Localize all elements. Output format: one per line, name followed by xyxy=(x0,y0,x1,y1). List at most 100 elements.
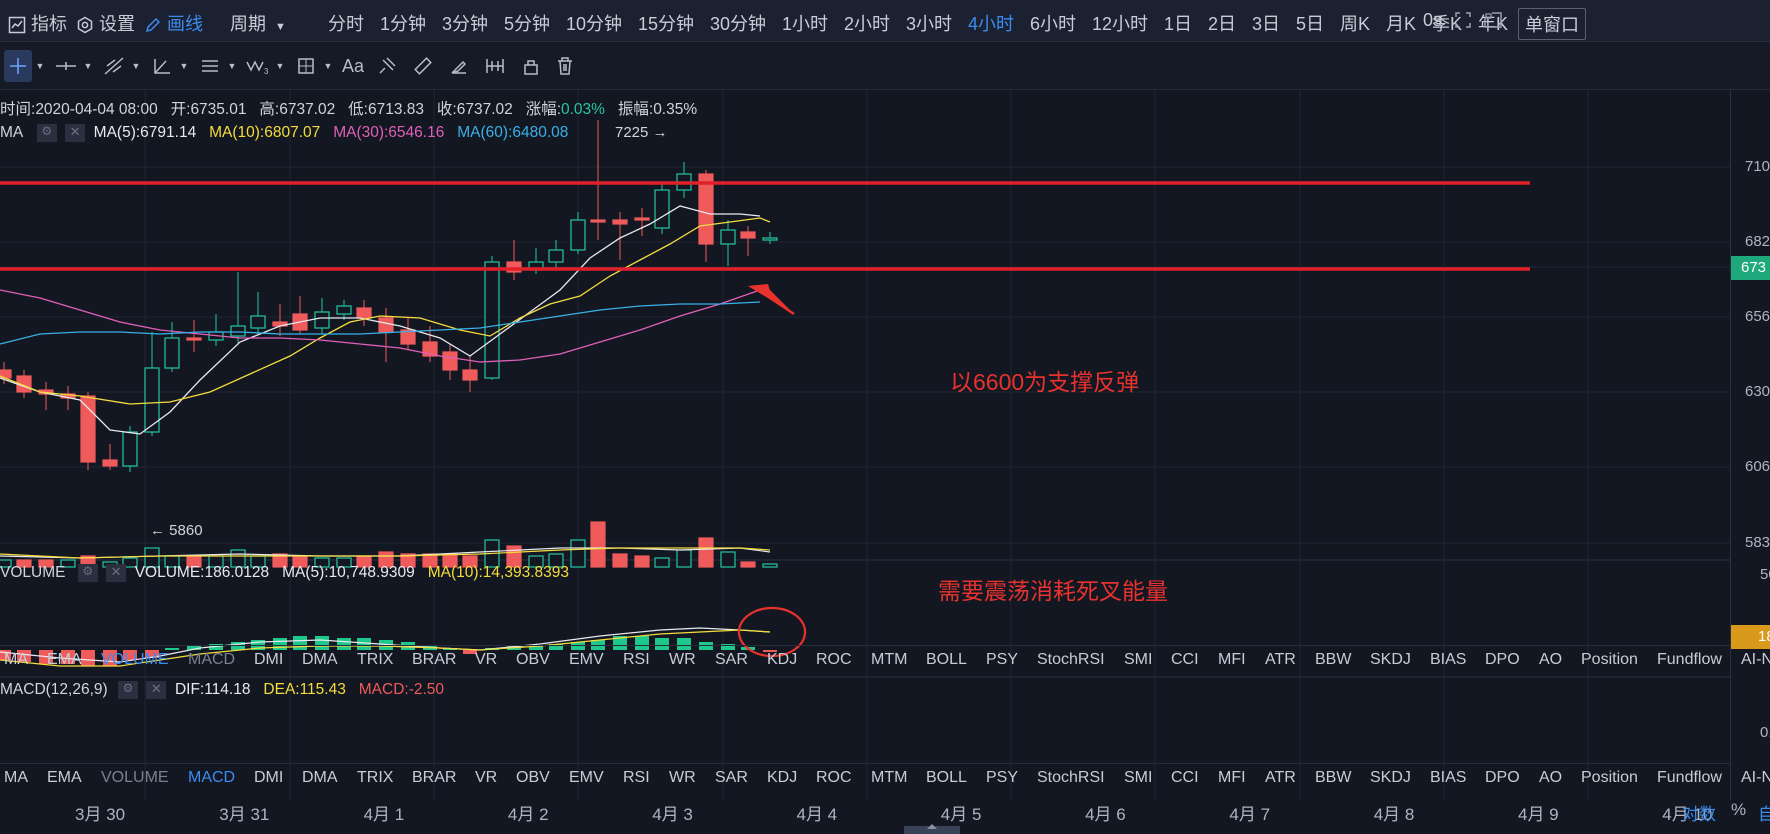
settings-button[interactable]: 设置 xyxy=(76,10,135,36)
indicator-tab-ai-netvol[interactable]: AI-NetVOL xyxy=(1741,651,1770,668)
brush-icon[interactable] xyxy=(374,50,400,82)
auto-scale-toggle[interactable]: 自 xyxy=(1758,805,1770,824)
draw-line-button[interactable]: 画线 xyxy=(144,10,203,36)
period-7[interactable]: 1小时 xyxy=(782,14,829,34)
period-14[interactable]: 2日 xyxy=(1208,14,1237,34)
wave-dropdown-icon[interactable]: ▼ xyxy=(275,61,285,71)
lock-icon[interactable] xyxy=(518,50,544,82)
indicator-tab-obv[interactable]: OBV xyxy=(516,769,550,786)
period-12[interactable]: 12小时 xyxy=(1092,14,1149,34)
indicator-tab-dpo[interactable]: DPO xyxy=(1485,769,1520,786)
indicator-tab-mfi[interactable]: MFI xyxy=(1218,651,1246,668)
indicator-tab-brar[interactable]: BRAR xyxy=(412,651,457,668)
parallel-lines-icon[interactable] xyxy=(198,50,222,82)
indicator-tab-wr[interactable]: WR xyxy=(669,651,696,668)
indicator-tab-mfi[interactable]: MFI xyxy=(1218,769,1246,786)
fullscreen-icon[interactable] xyxy=(1455,12,1471,33)
indicator-tab-skdj[interactable]: SKDJ xyxy=(1370,769,1411,786)
period-13[interactable]: 1日 xyxy=(1164,14,1193,34)
magnet-icon[interactable] xyxy=(482,50,508,82)
indicator-tab-boll[interactable]: BOLL xyxy=(926,651,967,668)
indicator-tab-bbw[interactable]: BBW xyxy=(1315,651,1352,668)
window-icon[interactable] xyxy=(1484,12,1502,33)
ma-settings-icon[interactable]: ⚙ xyxy=(36,124,57,142)
indicator-tab-dma[interactable]: DMA xyxy=(302,651,338,668)
indicator-tab-position[interactable]: Position xyxy=(1581,769,1638,786)
indicator-tab-ema[interactable]: EMA xyxy=(47,651,82,668)
indicator-tab-stochrsi[interactable]: StochRSI xyxy=(1037,651,1105,668)
indicator-tab-obv[interactable]: OBV xyxy=(516,651,550,668)
volume-close-icon[interactable]: ✕ xyxy=(106,564,127,582)
indicator-tab-dma[interactable]: DMA xyxy=(302,769,338,786)
indicator-tab-sar[interactable]: SAR xyxy=(715,769,748,786)
period-dropdown[interactable]: 周期 ▼ xyxy=(230,10,286,36)
period-11[interactable]: 6小时 xyxy=(1030,14,1077,34)
macd-settings-icon[interactable]: ⚙ xyxy=(118,681,138,699)
line-dropdown-icon[interactable]: ▼ xyxy=(83,61,93,71)
indicator-tab-boll[interactable]: BOLL xyxy=(926,769,967,786)
trend-dropdown-icon[interactable]: ▼ xyxy=(131,61,141,71)
text-tool-icon[interactable]: Aa xyxy=(341,55,365,76)
wave-icon[interactable]: 3 xyxy=(244,50,270,82)
indicator-button[interactable]: 指标 xyxy=(8,10,67,36)
indicator-tab-ma[interactable]: MA xyxy=(4,769,28,786)
indicator-tab-cci[interactable]: CCI xyxy=(1171,769,1199,786)
indicator-tab-ao[interactable]: AO xyxy=(1539,651,1563,668)
indicator-tab-position[interactable]: Position xyxy=(1581,651,1638,668)
price-axis[interactable] xyxy=(1730,90,1770,800)
indicator-tab-ao[interactable]: AO xyxy=(1539,769,1563,786)
trash-icon[interactable] xyxy=(552,50,578,82)
indicator-tab-ai-netvol[interactable]: AI-NetVOL xyxy=(1741,769,1770,786)
angle-icon[interactable] xyxy=(150,50,174,82)
indicator-tab-mtm[interactable]: MTM xyxy=(871,651,908,668)
indicator-tab-sar[interactable]: SAR xyxy=(715,651,748,668)
period-4[interactable]: 10分钟 xyxy=(566,14,623,34)
period-0[interactable]: 分时 xyxy=(328,14,364,34)
indicator-tab-stochrsi[interactable]: StochRSI xyxy=(1037,769,1105,786)
period-15[interactable]: 3日 xyxy=(1252,14,1281,34)
indicator-tab-wr[interactable]: WR xyxy=(669,769,696,786)
indicator-tab-macd[interactable]: MACD xyxy=(188,769,236,786)
crosshair-icon[interactable] xyxy=(4,50,32,82)
indicator-tab-cci[interactable]: CCI xyxy=(1171,651,1199,668)
indicator-tab-macd[interactable]: MACD xyxy=(188,651,236,668)
indicator-tab-bias[interactable]: BIAS xyxy=(1430,651,1467,668)
period-3[interactable]: 5分钟 xyxy=(504,14,551,34)
period-10[interactable]: 4小时 xyxy=(968,14,1015,34)
ruler-icon[interactable] xyxy=(410,50,436,82)
volume-settings-icon[interactable]: ⚙ xyxy=(77,564,98,582)
indicator-tab-vr[interactable]: VR xyxy=(475,769,498,786)
parallel-dropdown-icon[interactable]: ▼ xyxy=(227,61,237,71)
indicator-tab-kdj[interactable]: KDJ xyxy=(767,769,798,786)
indicator-tab-skdj[interactable]: SKDJ xyxy=(1370,651,1411,668)
period-18[interactable]: 月K xyxy=(1386,14,1417,34)
indicator-tab-volume[interactable]: VOLUME xyxy=(101,769,169,786)
indicator-tab-ema[interactable]: EMA xyxy=(47,769,82,786)
indicator-tab-emv[interactable]: EMV xyxy=(569,651,604,668)
indicator-tab-smi[interactable]: SMI xyxy=(1124,769,1153,786)
macd-close-icon[interactable]: ✕ xyxy=(146,681,167,699)
horizontal-line-icon[interactable] xyxy=(54,50,78,82)
period-6[interactable]: 30分钟 xyxy=(710,14,767,34)
indicator-tab-volume[interactable]: VOLUME xyxy=(101,651,169,668)
period-2[interactable]: 3分钟 xyxy=(442,14,489,34)
indicator-tab-roc[interactable]: ROC xyxy=(816,769,852,786)
indicator-tab-roc[interactable]: ROC xyxy=(816,651,852,668)
indicator-tab-rsi[interactable]: RSI xyxy=(623,769,650,786)
eraser-icon[interactable] xyxy=(446,50,472,82)
indicator-tab-vr[interactable]: VR xyxy=(475,651,498,668)
indicator-tab-smi[interactable]: SMI xyxy=(1124,651,1153,668)
period-17[interactable]: 周K xyxy=(1340,14,1371,34)
ma-close-icon[interactable]: ✕ xyxy=(65,124,86,142)
indicator-tab-dpo[interactable]: DPO xyxy=(1485,651,1520,668)
indicator-tab-bias[interactable]: BIAS xyxy=(1430,769,1467,786)
indicator-tab-kdj[interactable]: KDJ xyxy=(767,651,798,668)
indicator-tab-atr[interactable]: ATR xyxy=(1265,651,1296,668)
single-window-button[interactable]: 单窗口 xyxy=(1518,8,1586,40)
indicator-tab-rsi[interactable]: RSI xyxy=(623,651,650,668)
candlestick-chart[interactable] xyxy=(0,90,1730,800)
indicator-tab-trix[interactable]: TRIX xyxy=(357,651,394,668)
indicator-tab-psy[interactable]: PSY xyxy=(986,769,1019,786)
indicator-tab-dmi[interactable]: DMI xyxy=(254,769,284,786)
measure-box-icon[interactable] xyxy=(294,50,318,82)
